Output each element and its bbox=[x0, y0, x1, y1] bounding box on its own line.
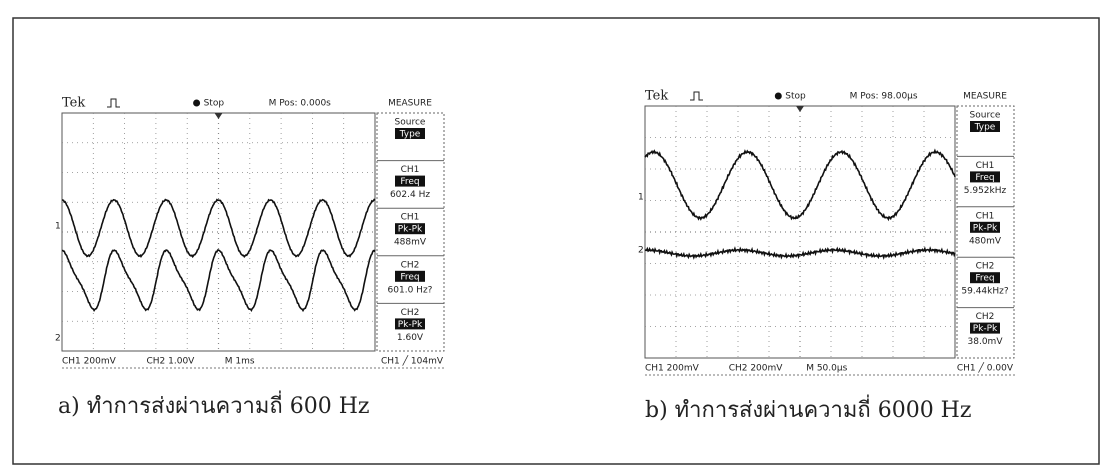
menu-parameter: Freq bbox=[400, 177, 419, 187]
scope-brand: Tek bbox=[645, 89, 668, 104]
menu-title: MEASURE bbox=[963, 92, 1007, 102]
channel-marker: 2 bbox=[638, 246, 644, 256]
menu-parameter: Type bbox=[974, 123, 996, 133]
measurement-reading: 480mV bbox=[969, 236, 1002, 246]
menu-label: CH1 bbox=[976, 211, 995, 221]
menu-label: Source bbox=[395, 118, 426, 128]
menu-parameter: Pk-Pk bbox=[398, 225, 423, 235]
menu-title: MEASURE bbox=[388, 99, 432, 109]
channel-scale: CH1 200mV bbox=[645, 364, 700, 374]
menu-label: CH2 bbox=[401, 308, 420, 318]
menu-parameter: Freq bbox=[400, 272, 419, 282]
menu-label: CH1 bbox=[976, 161, 995, 171]
menu-parameter: Pk-Pk bbox=[973, 324, 998, 334]
document-figure: a) ทำการส่งผ่านความถี่ 600 Hz b) ทำการส่… bbox=[0, 0, 1108, 471]
channel-marker: 1 bbox=[638, 193, 644, 203]
channel-scale: CH2 1.00V bbox=[147, 357, 196, 367]
time-scale: M 1ms bbox=[225, 357, 255, 367]
menu-parameter: Pk-Pk bbox=[398, 320, 423, 330]
time-scale: M 50.0μs bbox=[806, 364, 847, 374]
measurement-reading: 1.60V bbox=[397, 333, 424, 343]
scope-brand: Tek bbox=[62, 96, 85, 111]
stop-indicator bbox=[775, 93, 782, 100]
channel-marker: 2 bbox=[55, 334, 61, 344]
acquisition-state: Stop bbox=[785, 92, 806, 102]
measurement-reading: 602.4 Hz bbox=[390, 190, 430, 200]
menu-parameter: Type bbox=[399, 130, 421, 140]
menu-label: CH1 bbox=[401, 213, 420, 223]
channel-scale: CH1 200mV bbox=[62, 357, 117, 367]
horizontal-position: M Pos: 98.00μs bbox=[850, 92, 918, 102]
menu-label: CH2 bbox=[401, 260, 420, 270]
menu-parameter: Freq bbox=[975, 274, 994, 284]
caption: a) ทำการส่งผ่านความถี่ 600 Hz bbox=[58, 390, 370, 419]
menu-label: Source bbox=[970, 111, 1001, 121]
menu-parameter: Freq bbox=[975, 173, 994, 183]
menu-label: CH1 bbox=[401, 165, 420, 175]
measurement-reading: 5.952kHz bbox=[964, 186, 1007, 196]
caption: b) ทำการส่งผ่านความถี่ 6000 Hz bbox=[645, 394, 971, 423]
measurement-reading: 59.44kHz? bbox=[961, 287, 1008, 297]
stop-indicator bbox=[193, 100, 200, 107]
trigger-level: CH1 ╱ 104mV bbox=[381, 355, 444, 367]
menu-label: CH2 bbox=[976, 262, 995, 272]
measurement-reading: 488mV bbox=[394, 238, 427, 248]
channel-marker: 1 bbox=[55, 222, 61, 232]
horizontal-position: M Pos: 0.000s bbox=[269, 99, 332, 109]
channel-scale: CH2 200mV bbox=[729, 364, 784, 374]
menu-parameter: Pk-Pk bbox=[973, 223, 998, 233]
acquisition-state: Stop bbox=[204, 99, 225, 109]
measurement-reading: 38.0mV bbox=[968, 337, 1004, 347]
menu-label: CH2 bbox=[976, 312, 995, 322]
trigger-level: CH1 ╱ 0.00V bbox=[957, 362, 1014, 374]
measurement-reading: 601.0 Hz? bbox=[388, 285, 433, 295]
